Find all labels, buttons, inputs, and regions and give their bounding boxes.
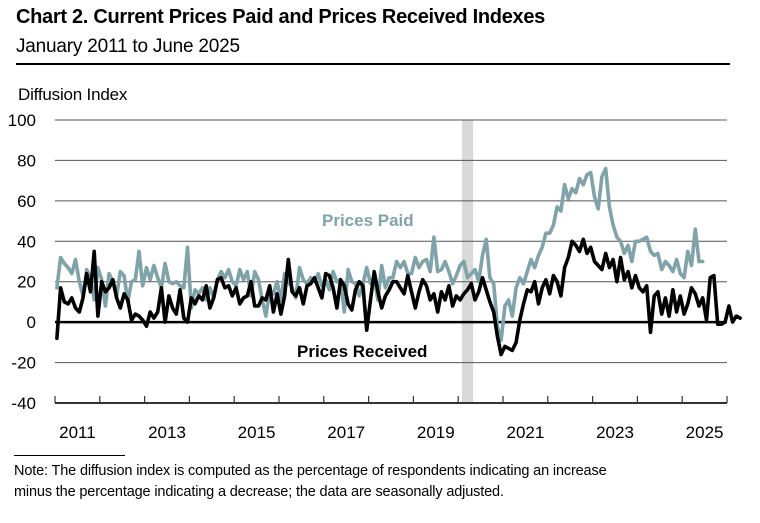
x-tick-label: 2017: [327, 423, 365, 442]
y-tick-label: -20: [11, 354, 36, 373]
y-tick-label: 60: [17, 192, 36, 211]
chart-subtitle: January 2011 to June 2025: [16, 36, 240, 57]
y-tick-label: 80: [17, 151, 36, 170]
x-tick-label: 2015: [238, 423, 276, 442]
chart-title: Chart 2. Current Prices Paid and Prices …: [16, 6, 545, 28]
prices-received-line: [55, 237, 742, 357]
x-tick-label: 2011: [59, 423, 96, 442]
x-tick-label: 2013: [148, 423, 186, 442]
prices-received-label: Prices Received: [297, 342, 427, 361]
recession-shading: [461, 120, 474, 403]
prices-paid-line: [55, 166, 705, 343]
x-tick-label: 2021: [506, 423, 544, 442]
x-tick-label: 2023: [596, 423, 634, 442]
y-tick-label: -40: [11, 394, 36, 413]
title-rule: [16, 63, 730, 65]
y-tick-label: 100: [8, 111, 36, 130]
prices-paid-label: Prices Paid: [322, 211, 414, 230]
y-axis-label: Diffusion Index: [18, 85, 128, 104]
y-tick-label: 40: [17, 232, 36, 251]
y-tick-label: 0: [27, 313, 36, 332]
x-tick-label: 2025: [686, 423, 724, 442]
y-tick-label: 20: [17, 273, 36, 292]
x-tick-label: 2019: [417, 423, 455, 442]
footnote-line-1: Note: The diffusion index is computed as…: [14, 463, 607, 479]
note-rule: [14, 455, 125, 456]
footnote: Note: The diffusion index is computed as…: [14, 461, 754, 503]
footnote-line-2: minus the percentage indicating a decrea…: [14, 484, 504, 500]
